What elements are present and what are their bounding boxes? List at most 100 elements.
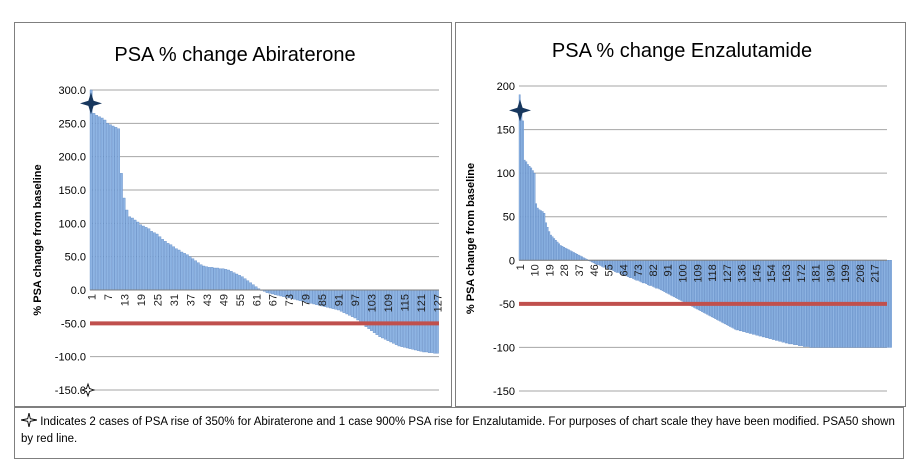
abiraterone-bar <box>345 289 349 315</box>
enzalutamide-bar <box>719 260 721 322</box>
enzalutamide-x-tick-label: 190 <box>825 264 837 282</box>
enzalutamide-chart: PSA % change Enzalutamide % PSA change fr… <box>465 40 892 398</box>
abiraterone-bar <box>166 243 170 291</box>
abiraterone-chart: PSA % change Abiraterone % PSA change fro… <box>32 44 445 398</box>
abiraterone-bar <box>117 128 120 291</box>
abiraterone-x-tick-label: 85 <box>317 294 329 306</box>
abiraterone-bar <box>249 282 252 291</box>
abiraterone-marker-star-icon <box>80 92 102 115</box>
abiraterone-y-tick-label: 150.0 <box>58 185 86 197</box>
abiraterone-bar <box>125 209 129 291</box>
abiraterone-y-tick-label: 100.0 <box>58 218 86 230</box>
enzalutamide-bar <box>527 164 529 261</box>
enzalutamide-bar <box>548 231 551 261</box>
abiraterone-y-tick-label: -100.0 <box>55 352 86 364</box>
enzalutamide-bar <box>748 260 751 334</box>
abiraterone-bar <box>411 289 415 350</box>
abiraterone-bar <box>196 262 200 291</box>
enzalutamide-bar <box>538 209 541 261</box>
abiraterone-bar <box>271 289 274 295</box>
enzalutamide-x-tick-label: 109 <box>692 264 704 282</box>
enzalutamide-y-tick-label: 100 <box>497 168 515 180</box>
abiraterone-bar <box>164 241 167 291</box>
enzalutamide-bar <box>554 240 557 261</box>
abiraterone-x-tick-label: 97 <box>350 294 362 306</box>
abiraterone-bar <box>106 123 109 291</box>
enzalutamide-bar <box>528 165 531 261</box>
enzalutamide-x-tick-label: 1 <box>515 264 527 270</box>
abiraterone-x-tick-label: 19 <box>136 294 148 306</box>
abiraterone-bar <box>150 231 153 291</box>
abiraterone-x-tick-label: 1 <box>86 294 98 300</box>
enzalutamide-bar <box>596 260 598 265</box>
enzalutamide-bar <box>564 247 567 261</box>
enzalutamide-bar <box>522 120 524 261</box>
enzalutamide-bar <box>689 260 692 306</box>
abiraterone-bar <box>221 268 225 291</box>
abiraterone-x-tick-label: 67 <box>268 294 280 306</box>
enzalutamide-x-tick-label: 28 <box>559 264 571 276</box>
enzalutamide-bar <box>600 260 603 267</box>
abiraterone-x-tick-label: 43 <box>202 294 214 306</box>
enzalutamide-bar <box>546 226 549 261</box>
enzalutamide-bar <box>535 203 538 261</box>
abiraterone-bar <box>142 225 145 291</box>
abiraterone-y-tick-label: -150.0 <box>55 385 86 397</box>
enzalutamide-bar <box>630 260 633 278</box>
enzalutamide-bar <box>568 249 570 261</box>
abiraterone-bar <box>98 116 101 291</box>
enzalutamide-bar <box>530 167 533 261</box>
abiraterone-chart-title: PSA % change Abiraterone <box>114 44 355 66</box>
enzalutamide-bar <box>888 260 891 348</box>
abiraterone-y-tick-label: 250.0 <box>58 118 86 130</box>
enzalutamide-bar <box>577 254 580 261</box>
abiraterone-bar <box>251 284 255 291</box>
abiraterone-bar <box>243 278 247 291</box>
abiraterone-bar <box>155 233 159 291</box>
enzalutamide-bar <box>550 234 552 261</box>
abiraterone-bar <box>229 271 233 291</box>
enzalutamide-bar <box>561 246 564 261</box>
enzalutamide-x-tick-label: 217 <box>870 264 882 282</box>
enzalutamide-bar <box>545 222 547 261</box>
abiraterone-x-tick-label: 103 <box>367 294 379 312</box>
abiraterone-bar <box>235 273 239 291</box>
abiraterone-x-tick-label: 49 <box>218 294 230 306</box>
abiraterone-bar <box>394 289 398 345</box>
enzalutamide-x-tick-label: 145 <box>751 264 763 282</box>
enzalutamide-bar <box>525 161 528 261</box>
enzalutamide-bar <box>763 260 766 338</box>
abiraterone-bar <box>109 124 112 291</box>
enzalutamide-x-tick-label: 55 <box>604 264 616 276</box>
abiraterone-bar <box>128 216 131 291</box>
enzalutamide-x-tick-label: 73 <box>633 264 645 276</box>
enzalutamide-x-tick-label: 46 <box>589 264 601 276</box>
abiraterone-bar <box>427 289 431 353</box>
enzalutamide-x-tick-label: 127 <box>722 264 734 282</box>
abiraterone-bar <box>328 289 332 309</box>
abiraterone-x-tick-label: 109 <box>383 294 395 312</box>
four-point-star-icon <box>21 413 37 427</box>
abiraterone-x-tick-label: 79 <box>301 294 313 306</box>
enzalutamide-bar <box>778 260 781 342</box>
abiraterone-bar <box>224 269 228 291</box>
abiraterone-y-tick-label: -50.0 <box>61 318 86 330</box>
enzalutamide-y-tick-label: -100 <box>493 342 515 354</box>
abiraterone-bar <box>232 272 236 291</box>
enzalutamide-x-tick-label: 208 <box>855 264 867 282</box>
enzalutamide-bar <box>553 238 556 261</box>
abiraterone-bar <box>177 249 181 291</box>
abiraterone-bar <box>111 125 115 291</box>
abiraterone-bar <box>273 289 277 295</box>
abiraterone-bar <box>114 127 118 291</box>
abiraterone-x-tick-label: 31 <box>169 294 181 306</box>
abiraterone-x-tick-label: 115 <box>400 294 412 312</box>
abiraterone-bar <box>191 258 195 291</box>
abiraterone-x-tick-label: 127 <box>433 294 445 312</box>
abiraterone-bar <box>216 267 219 291</box>
enzalutamide-marker-star-icon <box>509 99 531 122</box>
enzalutamide-bar <box>558 243 561 261</box>
enzalutamide-bar <box>536 207 539 261</box>
abiraterone-x-tick-label: 91 <box>334 294 346 306</box>
abiraterone-bar <box>240 276 244 291</box>
